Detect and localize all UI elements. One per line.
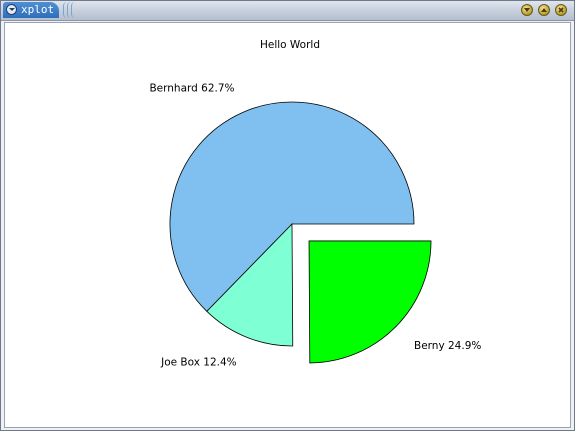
tab-edge-decoration bbox=[71, 2, 75, 18]
title-tab[interactable]: xplot bbox=[3, 2, 59, 18]
pie-slice-joe-box bbox=[206, 223, 294, 347]
pie-chart: Hello World Bernhard 62.7% Joe Box 12.4% B… bbox=[149, 39, 481, 368]
title-bar[interactable]: xplot bbox=[1, 1, 574, 21]
window-menu-icon[interactable] bbox=[6, 4, 17, 15]
chart-title: Hello World bbox=[260, 39, 320, 51]
slice-label-berny: Berny 24.9% bbox=[414, 340, 481, 352]
window-title: xplot bbox=[21, 3, 55, 16]
tab-edge-decoration bbox=[63, 2, 67, 18]
maximize-icon[interactable] bbox=[538, 4, 550, 16]
plot-area: Hello World Bernhard 62.7% Joe Box 12.4% B… bbox=[4, 22, 571, 428]
slice-label-bernhard: Bernhard 62.7% bbox=[149, 83, 234, 95]
slice-label-joe-box: Joe Box 12.4% bbox=[160, 356, 237, 368]
close-icon[interactable] bbox=[555, 4, 567, 16]
pie-slice-berny bbox=[308, 240, 432, 364]
tab-edge-decoration bbox=[67, 2, 71, 18]
pie-slice-bernhard bbox=[169, 101, 415, 312]
minimize-icon[interactable] bbox=[521, 4, 533, 16]
